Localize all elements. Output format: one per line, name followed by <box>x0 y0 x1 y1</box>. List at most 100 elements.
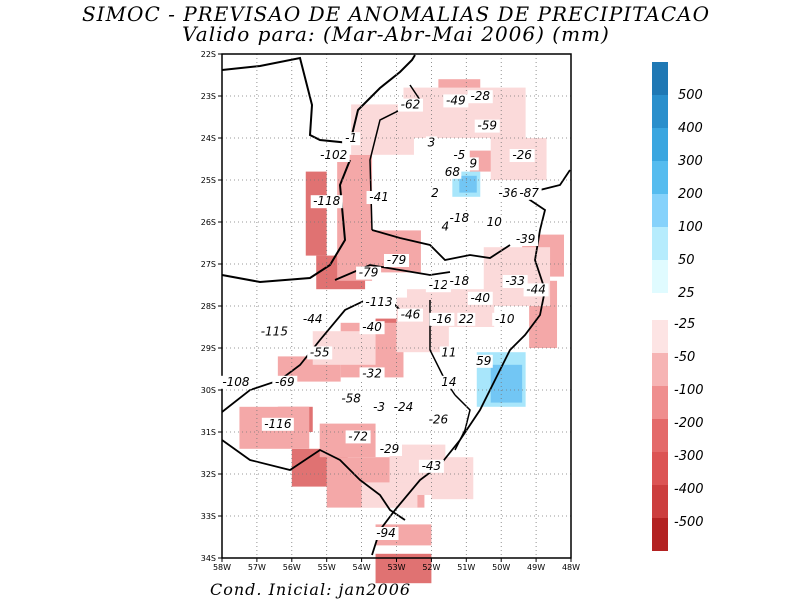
value-label-bg <box>397 98 423 112</box>
lat-tick-label: 22S <box>201 50 216 59</box>
lon-tick-label: 50W <box>492 563 510 572</box>
value-label: -26 <box>429 413 449 427</box>
colorbar-label: -400 <box>674 482 704 497</box>
lon-tick-label: 55W <box>318 563 336 572</box>
value-label: -62 <box>401 98 421 112</box>
value-label-bg <box>373 527 399 540</box>
lon-tick-label: 53W <box>387 563 405 572</box>
colorbar-label: -25 <box>674 317 695 332</box>
lon-tick-label: 56W <box>283 563 301 572</box>
value-label-bg <box>474 119 500 133</box>
value-label-bg <box>513 233 539 246</box>
lat-tick-label: 31S <box>201 428 216 437</box>
colorbar-label: 25 <box>678 286 695 301</box>
lon-tick-label: 52W <box>422 563 440 572</box>
value-label-bg <box>258 325 291 339</box>
value-label: -58 <box>341 392 361 406</box>
value-label: -72 <box>348 429 368 443</box>
value-label-bg <box>523 283 549 297</box>
value-label-bg <box>219 375 252 389</box>
value-label-bg <box>450 149 469 162</box>
lat-tick-label: 29S <box>201 344 216 353</box>
lat-tick-label: 25S <box>201 176 216 185</box>
colorbar-swatch <box>652 386 668 419</box>
value-label: 4 <box>442 219 450 233</box>
value-label-bg <box>310 195 343 209</box>
value-label-bg <box>509 149 535 162</box>
anomaly-cell <box>361 482 418 508</box>
value-label-bg <box>370 401 389 414</box>
south-border <box>221 439 406 521</box>
colorbar-label: 200 <box>678 187 703 202</box>
value-label-layer: -62 -49 -28 -59 -1 3 -5 -102 9 -26 68 -36 -87 2 -118 -4… <box>219 89 549 540</box>
value-label-bg <box>467 157 479 171</box>
value-label: -33 <box>505 274 525 288</box>
value-label-bg <box>467 90 493 104</box>
value-label: -113 <box>365 295 392 309</box>
value-label-bg <box>359 321 385 335</box>
value-label-bg <box>443 165 462 179</box>
value-label: -40 <box>470 291 490 305</box>
initial-condition-label: Cond. Inicial: jan2006 <box>210 580 412 599</box>
value-label: -46 <box>401 308 421 322</box>
value-label: -18 <box>450 274 470 288</box>
lon-tick-label: 54W <box>353 563 371 572</box>
value-label-bg <box>418 459 444 473</box>
value-label-bg <box>457 312 476 326</box>
value-label: 14 <box>441 375 456 389</box>
value-label: -5 <box>453 148 465 162</box>
map-subtitle: Valido para: (Mar-Abr-Mai 2006) (mm) <box>182 22 610 46</box>
value-label: -3 <box>373 400 385 414</box>
tick-layer: 58W 57W 56W 55W 54W 53W 52W 51W 50W 49W 48W 22S 23S 2… <box>201 50 580 572</box>
value-label-bg <box>359 367 385 381</box>
colorbar-swatch <box>652 518 668 551</box>
value-label: -55 <box>310 345 330 359</box>
river-line <box>369 84 422 231</box>
value-label-bg <box>439 220 451 234</box>
colorbar-label: 300 <box>678 154 703 169</box>
colorbar-swatch <box>652 320 668 353</box>
value-label: 22 <box>459 312 474 326</box>
colorbar-label: 50 <box>678 253 695 268</box>
value-label-bg <box>397 308 423 322</box>
lon-tick-label: 49W <box>527 563 545 572</box>
value-label-bg <box>502 275 528 288</box>
value-label-bg <box>363 296 396 309</box>
value-label: 68 <box>445 165 461 179</box>
lat-tick-label: 32S <box>201 470 216 479</box>
value-label: -102 <box>320 148 347 162</box>
value-label: 2 <box>431 186 439 200</box>
value-label: -12 <box>429 278 449 292</box>
lat-tick-label: 27S <box>201 260 216 269</box>
colorbar-label: -300 <box>674 449 704 464</box>
lat-tick-label: 24S <box>201 134 216 143</box>
lat-tick-label: 34S <box>201 554 216 563</box>
value-label: 3 <box>428 135 436 149</box>
colorbar-swatch <box>652 227 668 260</box>
colorbar-label: -200 <box>674 416 704 431</box>
colorbar-label: -50 <box>674 350 695 365</box>
value-label: -18 <box>450 211 470 225</box>
value-label: 11 <box>441 345 456 359</box>
value-label-bg <box>307 346 333 360</box>
value-label: 10 <box>487 215 503 229</box>
value-label-bg <box>467 291 493 305</box>
value-label-bg <box>390 401 416 414</box>
value-label: -40 <box>362 320 382 334</box>
lagoon-outline <box>454 394 471 451</box>
value-label-bg <box>439 346 458 360</box>
value-label: -79 <box>359 266 379 280</box>
colorbar-label: -500 <box>674 515 704 530</box>
value-label-bg <box>366 191 392 204</box>
value-label-bg <box>446 275 472 288</box>
colorbar-swatch <box>652 419 668 452</box>
anomaly-cell <box>490 364 523 403</box>
value-label: -49 <box>446 93 466 107</box>
colorbar-swatch <box>652 194 668 227</box>
value-label: -36 <box>498 186 518 200</box>
value-label: -26 <box>512 148 532 162</box>
value-label-bg <box>345 430 371 444</box>
value-label: 9 <box>469 156 477 170</box>
colorbar-label: 400 <box>678 121 703 136</box>
value-label-bg <box>495 186 521 200</box>
